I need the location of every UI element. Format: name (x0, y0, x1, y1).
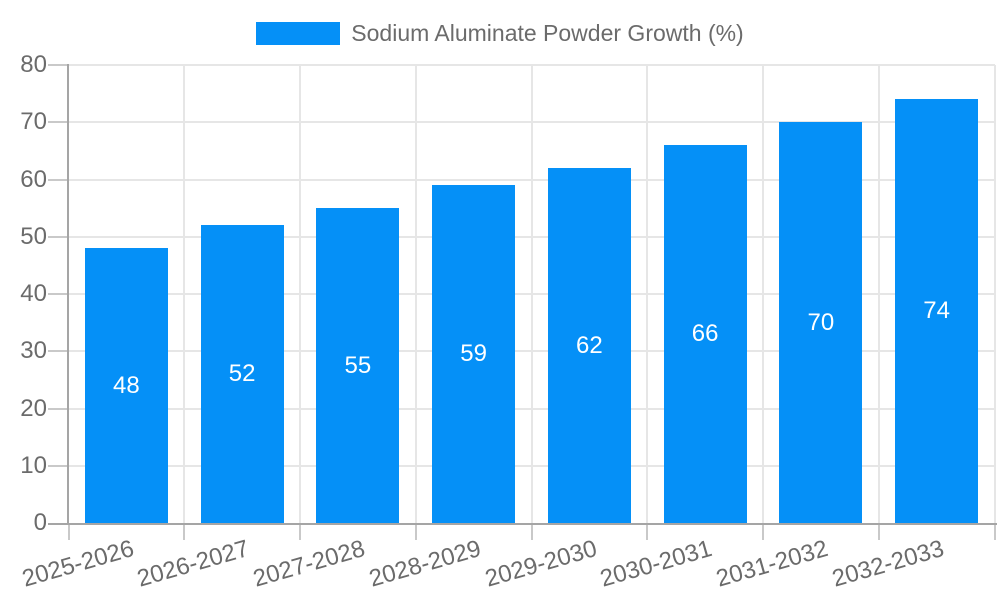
y-axis-label: 10 (20, 451, 47, 479)
x-gridline (762, 65, 764, 523)
x-gridline (877, 65, 880, 523)
x-axis-line (48, 522, 997, 525)
bar[interactable] (895, 99, 979, 523)
x-axis-tick (993, 524, 996, 540)
x-axis-tick (299, 524, 301, 540)
y-axis-label: 60 (20, 165, 47, 193)
x-axis-tick (646, 524, 649, 540)
x-axis-label: 2026-2027 (134, 535, 253, 593)
bar[interactable] (547, 168, 631, 523)
x-gridline (993, 65, 996, 523)
y-axis-label: 50 (20, 222, 47, 250)
y-axis-label: 0 (33, 509, 47, 536)
x-gridline (646, 65, 649, 523)
x-gridline (414, 65, 417, 523)
y-axis-tick (48, 350, 68, 353)
x-axis-tick (67, 524, 70, 540)
x-axis-label: 2031-2032 (713, 535, 832, 593)
y-axis-tick (48, 178, 68, 181)
bar[interactable] (432, 185, 516, 523)
legend-label: Sodium Aluminate Powder Growth (%) (351, 20, 744, 46)
bar[interactable] (200, 225, 284, 523)
y-axis-tick (48, 235, 68, 238)
x-axis-label: 2030-2031 (597, 535, 716, 593)
y-axis-label: 70 (20, 108, 47, 136)
x-gridline (530, 65, 533, 523)
y-axis-tick (48, 64, 68, 66)
y-axis-label: 80 (20, 51, 47, 78)
x-axis-tick (877, 524, 880, 540)
x-axis-label: 2029-2030 (481, 535, 600, 593)
x-gridline (299, 65, 301, 523)
y-axis-tick (48, 407, 68, 410)
y-axis-line (66, 64, 69, 524)
x-axis-tick (530, 524, 533, 540)
bar[interactable] (316, 208, 400, 523)
x-axis-label: 2027-2028 (250, 535, 369, 593)
bar[interactable] (663, 145, 747, 523)
y-axis-label: 30 (20, 337, 47, 365)
y-axis-tick (48, 293, 68, 295)
x-axis-tick (414, 524, 417, 540)
x-axis-label: 2028-2029 (366, 535, 484, 593)
bar[interactable] (84, 248, 168, 523)
x-axis-label: 2032-2033 (829, 535, 947, 593)
x-gridline (183, 65, 186, 523)
x-axis-tick (183, 524, 186, 540)
bar[interactable] (779, 122, 863, 523)
legend-swatch-icon (256, 21, 341, 45)
y-axis-tick (48, 121, 68, 124)
y-axis-label: 40 (20, 280, 47, 307)
x-axis-label: 2025-2026 (18, 535, 137, 593)
y-axis-label: 20 (20, 394, 47, 422)
x-axis-tick (762, 524, 764, 540)
y-axis-tick (48, 464, 68, 467)
legend[interactable]: Sodium Aluminate Powder Growth (%) (0, 19, 1000, 47)
